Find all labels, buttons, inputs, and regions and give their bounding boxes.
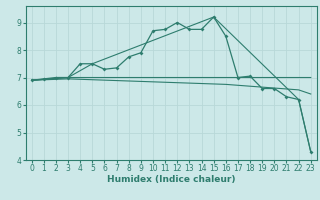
X-axis label: Humidex (Indice chaleur): Humidex (Indice chaleur) [107, 175, 236, 184]
